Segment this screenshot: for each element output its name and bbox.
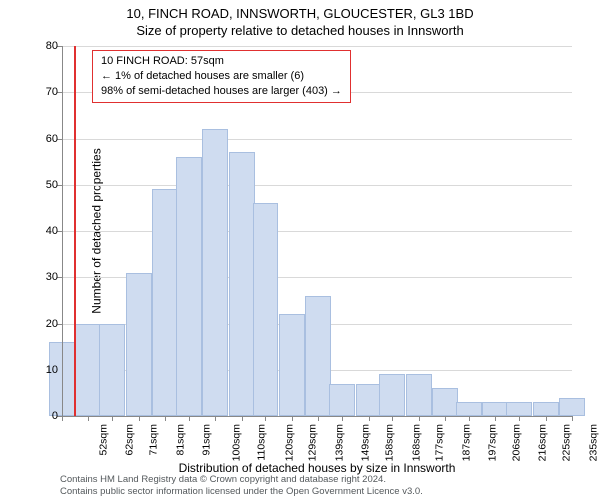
x-axis-title: Distribution of detached houses by size …	[62, 461, 572, 475]
histogram-bar	[176, 157, 202, 416]
x-tick-label: 81sqm	[174, 424, 186, 456]
x-tick-label: 235sqm	[587, 424, 599, 461]
gridline	[62, 231, 572, 232]
x-tick-mark	[88, 416, 89, 421]
x-tick-mark	[215, 416, 216, 421]
y-axis-line	[62, 46, 63, 416]
histogram-bar	[305, 296, 331, 416]
x-tick-label: 139sqm	[333, 424, 345, 461]
x-tick-mark	[469, 416, 470, 421]
x-tick-mark	[62, 416, 63, 421]
histogram-bar	[533, 402, 559, 416]
x-tick-label: 168sqm	[410, 424, 422, 461]
y-tick-label: 60	[28, 133, 58, 145]
histogram-bar	[506, 402, 532, 416]
histogram-bar	[356, 384, 382, 416]
y-tick-label: 40	[28, 225, 58, 237]
x-tick-mark	[519, 416, 520, 421]
caption-line-1: Contains HM Land Registry data © Crown c…	[60, 474, 423, 486]
x-tick-label: 197sqm	[487, 424, 499, 461]
histogram-bar	[329, 384, 355, 416]
x-tick-mark	[189, 416, 190, 421]
histogram-bar	[126, 273, 152, 416]
info-line-1: 10 FINCH ROAD: 57sqm	[101, 54, 342, 69]
x-tick-mark	[242, 416, 243, 421]
gridline	[62, 139, 572, 140]
x-tick-mark	[265, 416, 266, 421]
histogram-bar	[482, 402, 508, 416]
caption: Contains HM Land Registry data © Crown c…	[60, 474, 423, 498]
y-tick-label: 50	[28, 179, 58, 191]
histogram-bar	[559, 398, 585, 417]
x-tick-label: 91sqm	[201, 424, 213, 456]
page-title: 10, FINCH ROAD, INNSWORTH, GLOUCESTER, G…	[0, 0, 600, 21]
x-tick-mark	[112, 416, 113, 421]
x-tick-mark	[546, 416, 547, 421]
x-tick-mark	[419, 416, 420, 421]
histogram-bar	[99, 324, 125, 417]
page-subtitle: Size of property relative to detached ho…	[0, 21, 600, 38]
x-tick-mark	[292, 416, 293, 421]
x-tick-label: 52sqm	[98, 424, 110, 456]
histogram-bar	[202, 129, 228, 416]
info-box: 10 FINCH ROAD: 57sqm ← 1% of detached ho…	[92, 50, 351, 103]
x-tick-label: 62sqm	[124, 424, 136, 456]
histogram-bar	[432, 388, 458, 416]
x-tick-mark	[369, 416, 370, 421]
gridline	[62, 185, 572, 186]
y-tick-label: 30	[28, 271, 58, 283]
info-line-3: 98% of semi-detached houses are larger (…	[101, 84, 342, 99]
histogram-bar	[253, 203, 279, 416]
chart-container: 10, FINCH ROAD, INNSWORTH, GLOUCESTER, G…	[0, 0, 600, 500]
x-tick-label: 187sqm	[460, 424, 472, 461]
histogram-bar	[279, 314, 305, 416]
x-tick-label: 129sqm	[307, 424, 319, 461]
x-tick-label: 120sqm	[283, 424, 295, 461]
x-tick-mark	[165, 416, 166, 421]
y-tick-label: 10	[28, 364, 58, 376]
x-tick-label: 149sqm	[360, 424, 372, 461]
x-tick-label: 206sqm	[510, 424, 522, 461]
x-tick-label: 158sqm	[383, 424, 395, 461]
gridline	[62, 46, 572, 47]
x-tick-mark	[495, 416, 496, 421]
y-tick-label: 0	[28, 410, 58, 422]
histogram-bar	[379, 374, 405, 416]
x-tick-label: 71sqm	[148, 424, 160, 456]
caption-line-2: Contains public sector information licen…	[60, 486, 423, 498]
histogram-bar	[75, 324, 101, 417]
x-tick-label: 100sqm	[230, 424, 242, 461]
x-tick-label: 225sqm	[561, 424, 573, 461]
chart-area: Number of detached properties Distributi…	[62, 46, 572, 416]
histogram-bar	[406, 374, 432, 416]
histogram-bar	[152, 189, 178, 416]
x-tick-mark	[139, 416, 140, 421]
x-tick-mark	[445, 416, 446, 421]
x-tick-mark	[318, 416, 319, 421]
x-tick-mark	[572, 416, 573, 421]
reference-line	[74, 46, 76, 416]
y-tick-label: 70	[28, 86, 58, 98]
histogram-bar	[456, 402, 482, 416]
y-tick-label: 20	[28, 318, 58, 330]
y-tick-label: 80	[28, 40, 58, 52]
histogram-bar	[229, 152, 255, 416]
x-tick-label: 216sqm	[537, 424, 549, 461]
info-line-2: ← 1% of detached houses are smaller (6)	[101, 69, 342, 84]
x-tick-label: 177sqm	[434, 424, 446, 461]
x-tick-mark	[392, 416, 393, 421]
x-tick-mark	[342, 416, 343, 421]
x-tick-label: 110sqm	[256, 424, 268, 461]
